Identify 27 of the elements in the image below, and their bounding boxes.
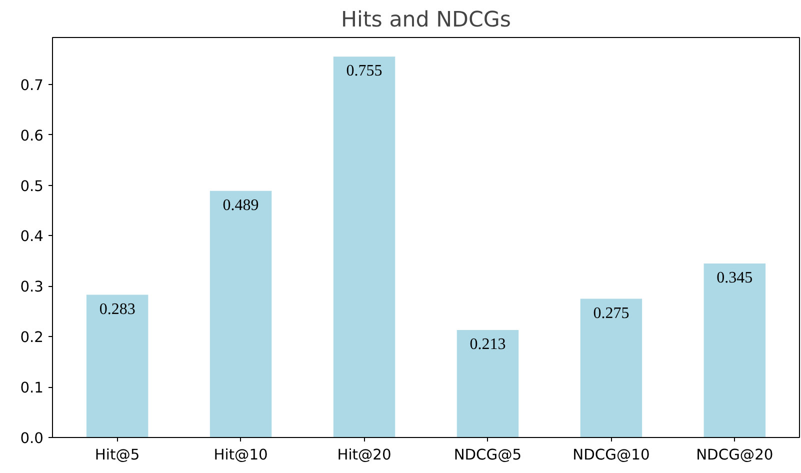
y-tick-label: 0.0 [20, 430, 44, 447]
bar [456, 330, 519, 438]
x-tick-label: NDCG@5 [454, 446, 522, 464]
data-label: 0.489 [222, 196, 259, 214]
x-tick-label: NDCG@10 [572, 446, 650, 464]
bar [210, 190, 272, 438]
x-tick-label: NDCG@20 [696, 446, 774, 464]
bar [86, 294, 148, 438]
y-tick-label: 0.4 [20, 228, 44, 246]
x-tick-label: Hit@20 [337, 446, 392, 464]
y-tick-label: 0.5 [20, 178, 44, 195]
y-tick-label: 0.3 [20, 278, 44, 296]
data-label: 0.275 [593, 304, 630, 322]
y-tick-label: 0.6 [20, 127, 44, 144]
chart-title: Hits and NDCGs [340, 8, 512, 32]
y-tick-label: 0.7 [20, 76, 44, 94]
data-label: 0.755 [346, 62, 382, 80]
x-tick-label: Hit@5 [94, 446, 140, 464]
bar [580, 298, 642, 438]
data-label: 0.345 [716, 269, 753, 286]
x-tick-label: Hit@10 [214, 446, 268, 464]
data-label: 0.283 [99, 300, 136, 318]
bar [333, 56, 396, 438]
data-label: 0.213 [470, 336, 506, 354]
y-tick-label: 0.2 [20, 329, 44, 346]
bar [704, 263, 766, 438]
y-tick-label: 0.1 [20, 380, 44, 397]
